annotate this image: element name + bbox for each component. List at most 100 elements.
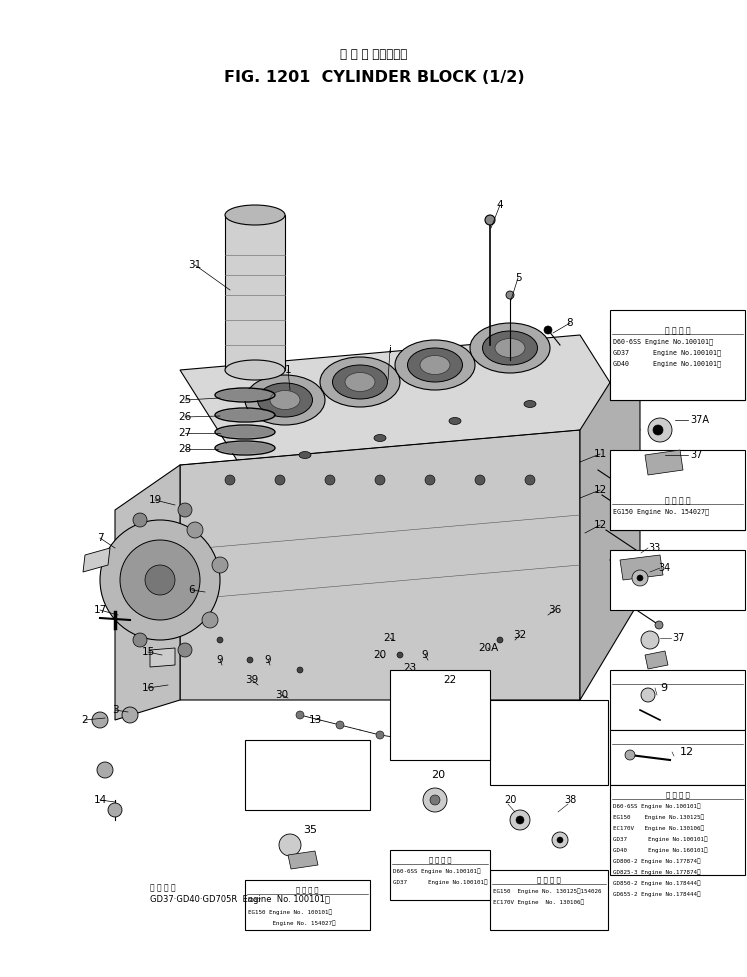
Text: 12: 12 <box>593 520 607 530</box>
Ellipse shape <box>483 331 538 365</box>
Text: 37: 37 <box>672 633 684 643</box>
Circle shape <box>108 803 122 817</box>
Bar <box>610 785 745 875</box>
Text: D60·6SS Engine No.100101～: D60·6SS Engine No.100101～ <box>613 803 701 809</box>
Circle shape <box>516 816 524 824</box>
Bar <box>610 490 745 530</box>
Circle shape <box>655 621 663 629</box>
Circle shape <box>485 215 495 225</box>
Ellipse shape <box>395 340 475 390</box>
Circle shape <box>641 688 655 702</box>
Text: GD37: GD37 <box>248 898 262 903</box>
Circle shape <box>544 326 552 334</box>
Text: 適 用 号 艙: 適 用 号 艙 <box>429 856 451 863</box>
Text: シ リ ン ダブロック: シ リ ン ダブロック <box>341 49 408 62</box>
Text: GD825-3 Engine No.177874～: GD825-3 Engine No.177874～ <box>613 869 701 874</box>
Text: EG150 Engine No. 100101～: EG150 Engine No. 100101～ <box>248 909 332 914</box>
Text: 23: 23 <box>403 663 417 673</box>
Text: 32: 32 <box>513 630 527 640</box>
Ellipse shape <box>524 401 536 407</box>
Polygon shape <box>150 648 175 667</box>
Text: 適 用 号 艙: 適 用 号 艙 <box>666 791 689 797</box>
Polygon shape <box>180 335 640 465</box>
Ellipse shape <box>245 375 325 425</box>
Bar <box>610 450 745 530</box>
Text: 39: 39 <box>245 675 258 685</box>
Bar <box>610 670 745 730</box>
Text: 37: 37 <box>690 450 702 460</box>
Text: 20: 20 <box>374 650 386 660</box>
Ellipse shape <box>216 409 274 421</box>
Ellipse shape <box>270 391 300 409</box>
Text: 適 用 号 艙: 適 用 号 艙 <box>665 496 690 505</box>
Circle shape <box>92 712 108 728</box>
Text: i: i <box>388 345 391 355</box>
Ellipse shape <box>449 417 461 424</box>
Bar <box>610 730 745 785</box>
Text: 2: 2 <box>81 715 88 725</box>
Text: 3: 3 <box>112 705 118 715</box>
Text: 38: 38 <box>564 795 576 805</box>
Bar <box>245 740 370 810</box>
Circle shape <box>133 633 147 647</box>
Text: 12: 12 <box>680 747 694 757</box>
Ellipse shape <box>320 357 400 407</box>
Circle shape <box>375 475 385 485</box>
Text: 9: 9 <box>217 655 223 665</box>
Text: 5: 5 <box>515 273 521 283</box>
Text: D60·6SS Engine No.100101～: D60·6SS Engine No.100101～ <box>613 338 713 345</box>
Text: GD655-2 Engine No.178444～: GD655-2 Engine No.178444～ <box>613 891 701 897</box>
Bar <box>490 700 608 785</box>
Text: 35: 35 <box>303 825 317 835</box>
Bar <box>390 850 490 900</box>
Text: 適 用 号 艙: 適 用 号 艙 <box>297 886 319 893</box>
Text: 28: 28 <box>179 444 192 454</box>
Circle shape <box>637 575 643 581</box>
Text: 17: 17 <box>93 605 107 615</box>
Text: 30: 30 <box>276 690 288 700</box>
Ellipse shape <box>470 323 550 373</box>
Polygon shape <box>620 555 663 580</box>
Text: 31: 31 <box>188 260 202 270</box>
Polygon shape <box>225 215 285 370</box>
Text: Engine No. 154027～: Engine No. 154027～ <box>248 920 335 925</box>
Circle shape <box>496 721 504 729</box>
Circle shape <box>120 540 200 620</box>
Text: 26: 26 <box>179 412 192 422</box>
Text: GD40      Engine No.100101～: GD40 Engine No.100101～ <box>613 360 721 366</box>
Text: 13: 13 <box>309 715 322 725</box>
Circle shape <box>425 475 435 485</box>
Circle shape <box>625 750 635 760</box>
Circle shape <box>275 475 285 485</box>
Circle shape <box>376 731 384 739</box>
Circle shape <box>506 291 514 299</box>
Text: GD37      Engine No.100101～: GD37 Engine No.100101～ <box>613 836 707 841</box>
Text: 22: 22 <box>444 675 456 685</box>
Circle shape <box>145 565 175 595</box>
Ellipse shape <box>258 383 312 417</box>
Text: 1: 1 <box>285 365 291 375</box>
Bar <box>610 310 745 400</box>
Ellipse shape <box>374 435 386 442</box>
Circle shape <box>557 837 563 843</box>
Circle shape <box>217 637 223 643</box>
Circle shape <box>122 707 138 723</box>
Circle shape <box>552 832 568 848</box>
Circle shape <box>416 736 424 744</box>
Circle shape <box>475 475 485 485</box>
Bar <box>245 880 370 930</box>
Ellipse shape <box>332 365 388 399</box>
Circle shape <box>178 503 192 517</box>
Circle shape <box>325 475 335 485</box>
Polygon shape <box>83 548 110 572</box>
Polygon shape <box>180 430 580 700</box>
Bar <box>490 870 608 930</box>
Text: GD850-2 Engine No.178444～: GD850-2 Engine No.178444～ <box>613 880 701 885</box>
Text: 21: 21 <box>383 633 397 643</box>
Text: 8: 8 <box>567 318 573 328</box>
Circle shape <box>187 522 203 538</box>
Ellipse shape <box>345 372 375 392</box>
Text: 7: 7 <box>96 533 103 543</box>
Circle shape <box>336 721 344 729</box>
Text: EC170V Engine  No. 130106～: EC170V Engine No. 130106～ <box>493 899 584 905</box>
